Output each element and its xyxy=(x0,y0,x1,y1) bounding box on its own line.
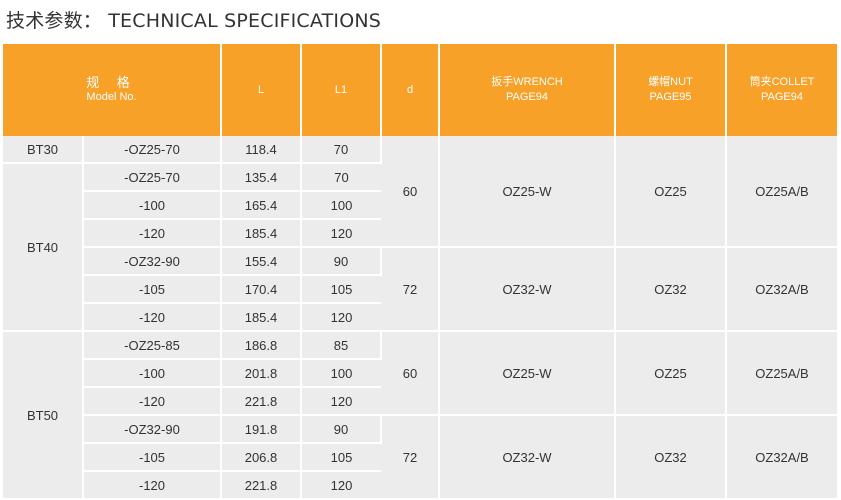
header-model: 规 格 Model No. xyxy=(3,44,222,136)
cell-L1: 120 xyxy=(301,219,381,248)
cell-wrench: OZ32-W xyxy=(439,247,616,332)
header-L: L xyxy=(221,44,302,136)
table-row: -120 185.4 120 xyxy=(3,219,837,248)
table-row: -105 170.4 105 xyxy=(3,275,837,304)
cell-L: 191.8 xyxy=(221,415,302,444)
group-bt30: BT30 xyxy=(3,136,84,164)
cell-wrench: OZ25-W xyxy=(439,136,616,248)
model-suffix: -OZ32-90 xyxy=(83,247,222,276)
model-suffix: -105 xyxy=(83,275,222,304)
header-L1: L1 xyxy=(301,44,382,136)
model-suffix: -120 xyxy=(83,219,222,248)
cell-wrench: OZ32-W xyxy=(439,415,616,500)
table-row: -OZ32-90 155.4 90 72 OZ32-W OZ32 OZ32A/B xyxy=(3,247,837,332)
header-wrench: 扳手WRENCH PAGE94 xyxy=(439,44,616,136)
table-row: -OZ32-90 191.8 90 72 OZ32-W OZ32 OZ32A/B xyxy=(3,415,837,500)
header-wrench-page: PAGE94 xyxy=(506,91,548,103)
header-row: 规 格 Model No. L L1 d 扳手WRENCH PAGE94 螺帽N… xyxy=(3,44,837,136)
header-collet-page: PAGE94 xyxy=(761,91,803,103)
cell-L1: 105 xyxy=(301,443,381,472)
header-nut-label: 螺帽NUT xyxy=(648,76,693,88)
cell-L: 221.8 xyxy=(221,387,302,416)
model-suffix: -120 xyxy=(83,471,222,500)
table-row: -100 201.8 100 xyxy=(3,359,837,388)
cell-L: 135.4 xyxy=(221,163,302,192)
model-suffix: -100 xyxy=(83,191,222,220)
cell-d: 60 xyxy=(381,136,440,248)
cell-d: 72 xyxy=(381,247,440,332)
cell-L1: 100 xyxy=(301,359,381,388)
page-title: 技术参数： TECHNICAL SPECIFICATIONS xyxy=(6,10,382,32)
cell-L1: 105 xyxy=(301,275,381,304)
table-row: BT50 -OZ25-85 186.8 85 60 OZ25-W OZ25 OZ… xyxy=(3,331,837,500)
cell-L: 118.4 xyxy=(221,136,302,164)
header-nut: 螺帽NUT PAGE95 xyxy=(615,44,727,136)
cell-wrench: OZ25-W xyxy=(439,331,616,416)
table-row: BT40 -OZ25-70 135.4 70 xyxy=(3,163,837,332)
cell-nut: OZ25 xyxy=(615,136,727,248)
cell-d: 72 xyxy=(381,415,440,500)
cell-L1: 70 xyxy=(301,136,382,164)
cell-L: 201.8 xyxy=(221,359,302,388)
model-suffix: -OZ25-70 xyxy=(83,136,222,164)
spec-table: 规 格 Model No. L L1 d 扳手WRENCH PAGE94 螺帽N… xyxy=(3,44,837,500)
cell-L1: 120 xyxy=(301,303,381,332)
header-collet-label: 筒夹COLLET xyxy=(749,76,815,88)
cell-L: 170.4 xyxy=(221,275,302,304)
cell-L: 165.4 xyxy=(221,191,302,220)
cell-L: 155.4 xyxy=(221,247,302,276)
group-bt50: BT50 xyxy=(3,331,84,500)
cell-L1: 120 xyxy=(301,471,381,500)
table-row: -105 206.8 105 xyxy=(3,443,837,472)
cell-nut: OZ25 xyxy=(615,331,727,416)
cell-nut: OZ32 xyxy=(615,415,727,500)
table-row: -120 221.8 120 xyxy=(3,387,837,416)
cell-L1: 120 xyxy=(301,387,381,416)
model-suffix: -105 xyxy=(83,443,222,472)
header-wrench-label: 扳手WRENCH xyxy=(491,76,563,88)
model-suffix: -120 xyxy=(83,387,222,416)
model-suffix: -120 xyxy=(83,303,222,332)
cell-L1: 100 xyxy=(301,191,381,220)
cell-L1: 70 xyxy=(301,163,381,192)
header-model-cn: 规 格 xyxy=(86,75,137,90)
cell-nut: OZ32 xyxy=(615,247,727,332)
cell-L1: 90 xyxy=(301,247,382,276)
table-row: -120 185.4 120 xyxy=(3,303,837,332)
cell-collet: OZ25A/B xyxy=(726,136,837,248)
cell-L1: 90 xyxy=(301,415,382,444)
table-row: -100 165.4 100 xyxy=(3,191,837,220)
model-suffix: -OZ25-85 xyxy=(83,331,222,360)
table-row: -120 221.8 120 xyxy=(3,471,837,500)
cell-L: 185.4 xyxy=(221,303,302,332)
header-d: d xyxy=(381,44,440,136)
cell-L: 221.8 xyxy=(221,471,302,500)
cell-L: 186.8 xyxy=(221,331,302,360)
cell-collet: OZ32A/B xyxy=(726,415,837,500)
cell-d: 60 xyxy=(381,331,440,416)
cell-L1: 85 xyxy=(301,331,382,360)
cell-collet: OZ25A/B xyxy=(726,331,837,416)
group-bt40: BT40 xyxy=(3,163,84,332)
model-suffix: -OZ32-90 xyxy=(83,415,222,444)
model-suffix: -100 xyxy=(83,359,222,388)
header-nut-page: PAGE95 xyxy=(649,91,692,103)
table-row: BT30 -OZ25-70 118.4 70 60 OZ25-W OZ25 OZ… xyxy=(3,136,837,248)
cell-L: 185.4 xyxy=(221,219,302,248)
header-collet: 筒夹COLLET PAGE94 xyxy=(726,44,837,136)
cell-collet: OZ32A/B xyxy=(726,247,837,332)
header-model-en: Model No. xyxy=(86,91,137,103)
cell-L: 206.8 xyxy=(221,443,302,472)
model-suffix: -OZ25-70 xyxy=(83,163,222,192)
